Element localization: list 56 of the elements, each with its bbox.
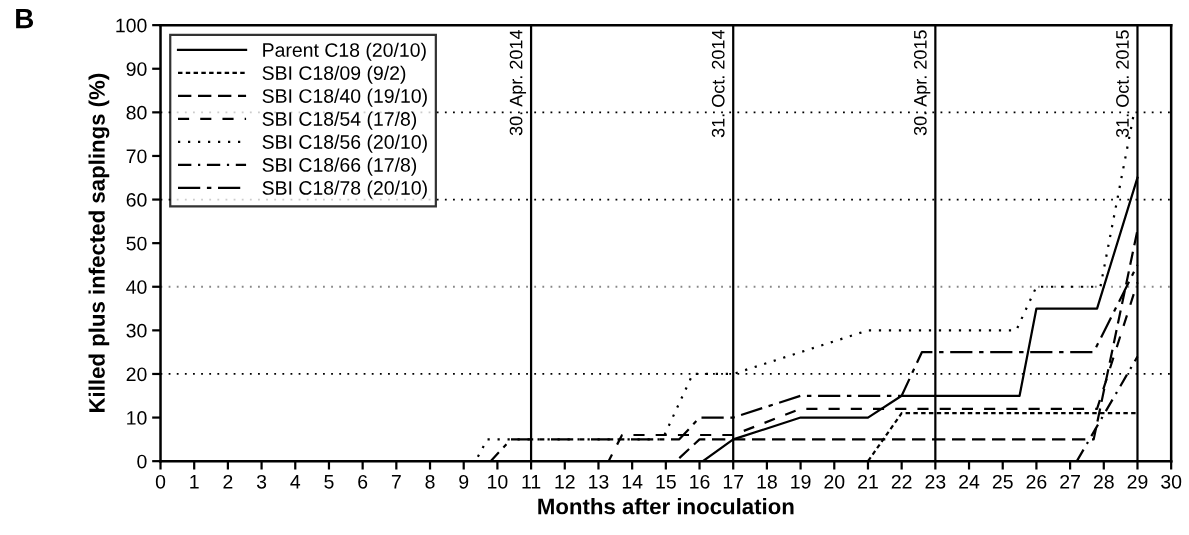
x-tick-label: 16 (690, 474, 710, 489)
y-tick-label: 50 (126, 236, 147, 251)
x-tick-label: 17 (723, 475, 744, 489)
ref-line-label: 30. Apr. 2014 (509, 30, 527, 136)
legend-label: SBI C18/40 (19/10) (262, 88, 427, 107)
legend-label: SBI C18/78 (20/10) (262, 180, 427, 199)
ref-line-label: 31. Oct. 2015 (1116, 30, 1129, 138)
x-tick-label: 0 (155, 474, 166, 489)
legend-label: SBI C18/66 (17/8) (262, 157, 417, 176)
x-tick-label: 30 (1161, 474, 1182, 489)
y-tick-label: 30 (126, 323, 147, 338)
y-tick-label: 100 (116, 18, 147, 33)
legend-label: SBI C18/09 (9/2) (262, 65, 406, 84)
x-tick-label: 6 (358, 474, 368, 489)
x-tick-label: 4 (290, 475, 301, 489)
x-tick-label: 23 (925, 474, 946, 489)
x-tick-label: 10 (488, 474, 508, 489)
ref-line-label: 31. Oct. 2014 (711, 30, 725, 138)
y-tick-label: 10 (127, 411, 147, 425)
x-tick-label: 24 (959, 474, 980, 489)
y-tick-label: 0 (137, 454, 147, 469)
x-tick-label: 7 (391, 475, 401, 489)
x-tick-label: 22 (891, 474, 912, 489)
text: B (16, 9, 34, 29)
y-tick-label: 70 (126, 149, 147, 164)
x-tick-label: 25 (992, 474, 1013, 489)
y-tick-label: 20 (126, 367, 147, 382)
x-tick-label: 1 (190, 475, 199, 489)
y-tick-label: 60 (126, 193, 147, 207)
x-tick-label: 14 (622, 475, 643, 489)
legend-label: SBI C18/54 (17/8) (262, 111, 417, 130)
x-axis-title: Months after inoculation (538, 498, 794, 515)
x-tick-label: 13 (589, 474, 609, 489)
x-tick-label: 3 (256, 474, 267, 489)
x-tick-label: 9 (459, 474, 469, 489)
x-tick-label: 21 (858, 474, 878, 489)
x-tick-label: 11 (522, 475, 541, 489)
x-tick-label: 20 (824, 474, 845, 489)
x-tick-label: 19 (791, 474, 811, 489)
x-tick-label: 26 (1026, 474, 1047, 489)
x-tick-label: 28 (1093, 474, 1114, 489)
x-tick-label: 2 (223, 474, 233, 489)
legend-label: SBI C18/56 (20/10) (262, 134, 427, 153)
x-tick-label: 8 (425, 474, 435, 489)
legend-label: Parent C18 (20/10) (263, 42, 426, 61)
x-tick-label: 18 (757, 474, 777, 489)
y-axis-title: Killed plus infected saplings (%) (88, 73, 110, 413)
y-tick-label: 40 (126, 280, 147, 294)
ref-line-label: 30. Apr. 2015 (913, 30, 931, 136)
x-tick-label: 27 (1060, 474, 1080, 489)
y-tick-label: 80 (126, 105, 147, 120)
x-tick-label: 15 (656, 475, 676, 489)
x-tick-label: 5 (324, 475, 334, 489)
y-tick-label: 90 (126, 62, 147, 76)
x-tick-label: 12 (555, 474, 575, 489)
x-tick-label: 29 (1127, 474, 1148, 489)
